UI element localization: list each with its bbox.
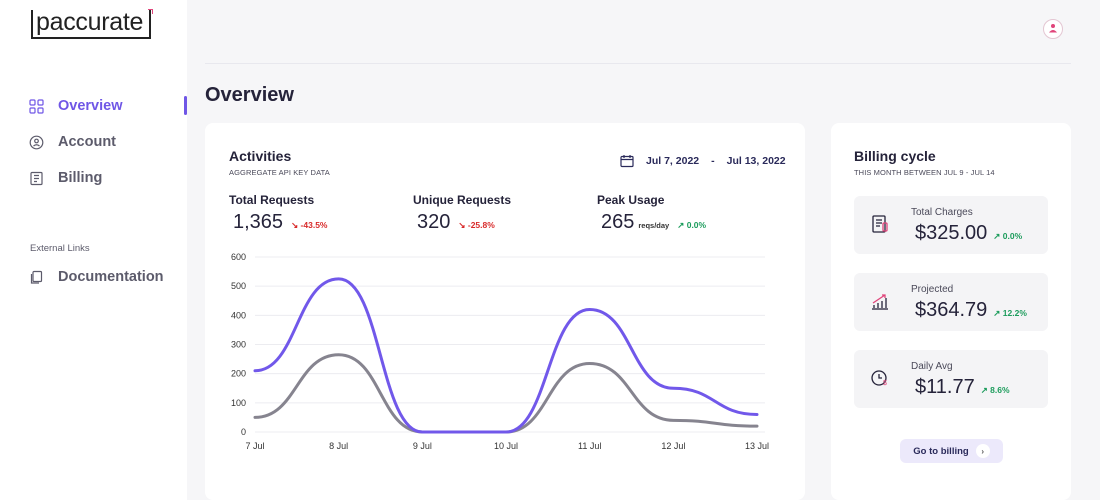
metric-unit: reqs/day <box>638 221 670 230</box>
billing-item-change: ↗ 12.2% <box>993 308 1027 318</box>
y-tick-label: 200 <box>231 369 246 379</box>
go-to-billing-button[interactable]: Go to billing › <box>900 439 1003 463</box>
sidebar-item-label: Overview <box>58 98 123 114</box>
sidebar: paccurate Overview Account Billing Exter… <box>0 0 187 500</box>
billing-item-total-charges: Total Charges $325.00 ↗ 0.0% <box>854 196 1048 254</box>
activity-line-chart: 0 100 200 300 400 500 600 7 Jul 8 Jul 9 Jul 10 Jul… <box>231 252 769 451</box>
metric-label: Peak Usage <box>597 193 665 207</box>
billing-card: Billing cycle THIS MONTH BETWEEN JUL 9 -… <box>831 123 1071 500</box>
metric-value: 1,365 <box>233 211 284 233</box>
arrow-up-right-icon: ↗ <box>980 385 991 395</box>
y-tick-label: 500 <box>231 281 246 291</box>
grid-icon <box>28 98 44 114</box>
sidebar-item-account[interactable]: Account <box>28 131 116 153</box>
series-line <box>253 277 759 434</box>
arrow-down-right-icon: ↘ <box>458 220 468 230</box>
x-tick-label: 8 Jul <box>329 441 348 451</box>
calendar-icon <box>620 154 634 168</box>
active-indicator <box>184 96 187 115</box>
page-title: Overview <box>205 84 294 106</box>
billing-item-projected: Projected $364.79 ↗ 12.2% <box>854 273 1048 331</box>
metric-value: 320 <box>417 211 451 233</box>
billing-subtitle: THIS MONTH BETWEEN JUL 9 - JUL 14 <box>854 168 995 177</box>
receipt-icon <box>28 170 44 186</box>
activities-card: Activities AGGREGATE API KEY DATA Jul 7,… <box>205 123 805 500</box>
y-tick-label: 0 <box>241 427 246 437</box>
arrow-up-right-icon: ↗ <box>993 231 1003 241</box>
user-circle-icon <box>28 134 44 150</box>
billing-item-daily-avg: $ Daily Avg $11.77 ↗ 8.6% <box>854 350 1048 408</box>
go-to-billing-label: Go to billing <box>913 445 969 457</box>
activities-title: Activities <box>229 148 292 164</box>
date-range-picker[interactable]: Jul 7, 2022 - Jul 13, 2022 <box>620 154 786 168</box>
metric-total-requests: Total Requests 1,365 ↘ -43.5% <box>229 193 327 234</box>
x-tick-label: 13 Jul <box>745 441 769 451</box>
billing-title: Billing cycle <box>854 148 936 164</box>
billing-item-value: $325.00 <box>915 222 988 244</box>
external-links-heading: External Links <box>30 243 90 254</box>
growth-chart-icon <box>870 291 890 311</box>
paccurate-logo[interactable]: paccurate <box>31 8 153 39</box>
metric-unique-requests: Unique Requests 320 ↘ -25.8% <box>413 193 511 234</box>
sidebar-item-label: Documentation <box>58 269 164 285</box>
billing-item-label: Projected <box>911 284 954 295</box>
billing-item-value: $11.77 <box>915 376 975 398</box>
y-tick-label: 300 <box>231 340 246 350</box>
x-tick-label: 9 Jul <box>413 441 432 451</box>
user-avatar-icon <box>1048 20 1058 38</box>
billing-item-label: Daily Avg <box>911 361 953 372</box>
metric-label: Unique Requests <box>413 193 512 207</box>
metric-change: ↗ 0.0% <box>677 220 707 230</box>
logo-corner-mark <box>148 9 153 14</box>
user-avatar-button[interactable] <box>1043 19 1063 39</box>
sidebar-item-billing[interactable]: Billing <box>28 167 102 189</box>
x-tick-label: 10 Jul <box>494 441 518 451</box>
sidebar-item-overview[interactable]: Overview <box>28 95 123 117</box>
header-divider <box>205 63 1071 64</box>
x-tick-label: 12 Jul <box>661 441 685 451</box>
date-from: Jul 7, 2022 <box>646 155 700 167</box>
billing-item-change: ↗ 8.6% <box>980 385 1010 395</box>
metric-change: ↘ -43.5% <box>291 220 328 230</box>
documents-icon <box>28 269 44 285</box>
billing-item-value: $364.79 <box>915 299 988 321</box>
y-tick-label: 400 <box>231 310 246 320</box>
y-tick-label: 600 <box>231 252 246 262</box>
invoice-icon <box>870 214 890 234</box>
arrow-up-right-icon: ↗ <box>677 220 687 230</box>
chevron-right-icon: › <box>975 444 990 458</box>
svg-text:$: $ <box>883 380 887 387</box>
clock-dollar-icon: $ <box>870 368 890 388</box>
activities-subtitle: AGGREGATE API KEY DATA <box>229 168 330 177</box>
metric-change: ↘ -25.8% <box>458 220 495 230</box>
series-line <box>253 353 759 434</box>
x-tick-label: 7 Jul <box>245 441 264 451</box>
date-to: Jul 13, 2022 <box>726 155 786 167</box>
arrow-up-right-icon: ↗ <box>993 308 1003 318</box>
billing-item-change: ↗ 0.0% <box>993 231 1023 241</box>
metric-peak-usage: Peak Usage 265 reqs/day ↗ 0.0% <box>597 193 706 234</box>
logo-text: paccurate <box>36 8 144 36</box>
metric-value: 265 <box>601 211 635 233</box>
sidebar-item-label: Billing <box>58 170 103 186</box>
billing-item-label: Total Charges <box>911 207 973 218</box>
metric-label: Total Requests <box>229 193 315 207</box>
date-separator: - <box>711 155 715 167</box>
sidebar-item-documentation[interactable]: Documentation <box>28 266 164 288</box>
arrow-down-right-icon: ↘ <box>291 220 301 230</box>
sidebar-item-label: Account <box>58 134 116 150</box>
y-tick-label: 100 <box>231 398 246 408</box>
logo-bracket <box>31 10 151 39</box>
x-tick-label: 11 Jul <box>578 441 601 451</box>
